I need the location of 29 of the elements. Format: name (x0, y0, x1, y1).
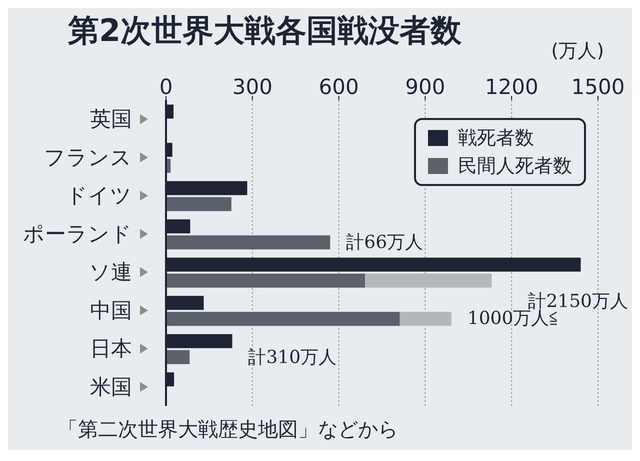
bar (166, 350, 190, 364)
y-tick-label: ソ連 (89, 260, 132, 284)
annotation: 計66万人 (346, 230, 424, 254)
y-tick-label: 中国 (90, 298, 132, 322)
y-tick-label: ポーランド (23, 222, 132, 246)
bar (400, 312, 452, 326)
x-tick-label: 300 (232, 75, 272, 99)
y-tick-label: 日本 (90, 336, 132, 361)
x-axis-title: (万人) (551, 39, 604, 64)
y-tick-label: フランス (44, 145, 132, 170)
bar (166, 197, 232, 212)
chart-title: 第2次世界大戦各国戦没者数 (68, 12, 462, 51)
bar (166, 312, 400, 326)
x-tick-label: 0 (159, 75, 173, 99)
legend-label: 民間人死者数 (457, 154, 572, 179)
bar (365, 274, 492, 288)
x-tick-label: 600 (318, 75, 359, 99)
x-tick-label: 1500 (571, 75, 625, 99)
y-tick-label: ドイツ (66, 184, 132, 208)
annotation: 計310万人 (248, 346, 337, 369)
annotation: 1000万人≦ (467, 308, 560, 330)
x-tick-label: 900 (405, 75, 446, 99)
bar (166, 274, 366, 288)
x-tick-label: 1200 (484, 75, 538, 99)
legend-label: 戦死者数 (457, 126, 535, 151)
y-tick-label: 米国 (90, 374, 132, 399)
bar (166, 235, 330, 250)
y-tick-label: 英国 (90, 107, 132, 132)
text: 「第二次世界大戦歴史地図」などから (57, 416, 399, 443)
